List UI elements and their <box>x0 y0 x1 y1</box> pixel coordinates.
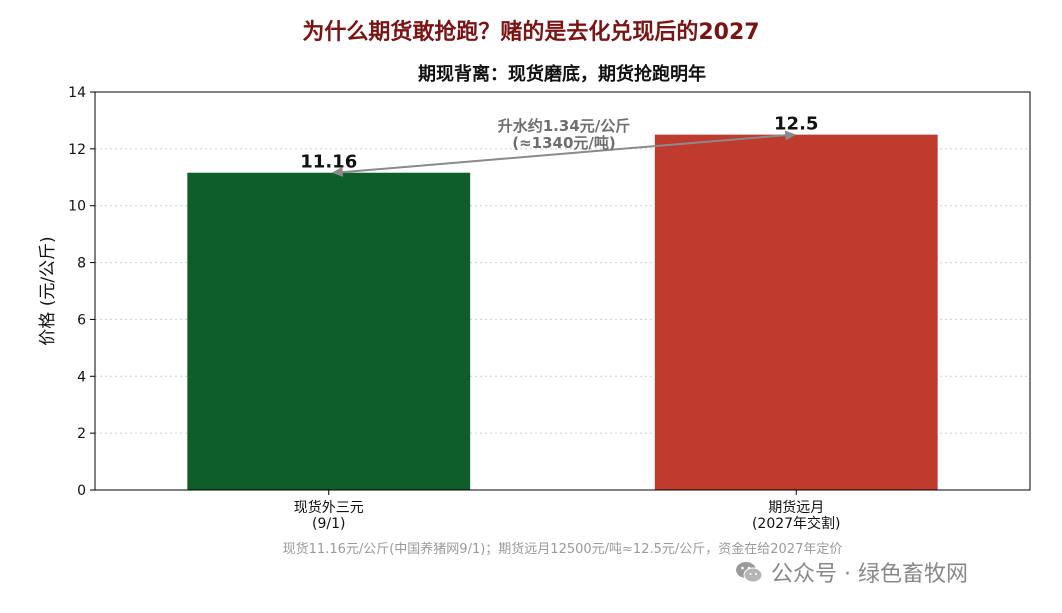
annotation-text: 升水约1.34元/公斤 <box>498 117 631 135</box>
watermark: 公众号 · 绿色畜牧网 <box>735 556 968 588</box>
data-label: 12.5 <box>774 114 818 135</box>
premium-annotation: 升水约1.34元/公斤(≈1340元/吨) <box>331 117 797 177</box>
data-label: 11.16 <box>300 152 357 173</box>
annotation-arrow-line <box>341 134 787 174</box>
y-tick-label: 6 <box>77 312 86 328</box>
value-labels: 11.16 12.5 <box>300 114 818 173</box>
watermark-text: 公众号 · 绿色畜牧网 <box>771 562 968 587</box>
y-tick-label: 0 <box>77 483 86 499</box>
annotation-subtext: (≈1340元/吨) <box>512 134 616 152</box>
y-axis-label: 价格 (元/公斤) <box>38 236 58 345</box>
arrow-head <box>784 130 797 141</box>
chart-title: 期现背离：现货磨底，期货抢跑明年 <box>418 63 706 85</box>
arrow-head <box>331 166 344 177</box>
footnote: 现货11.16元/公斤(中国养猪网9/1)；期货远月12500元/吨≈12.5元… <box>282 542 843 557</box>
page-title: 为什么期货敢抢跑？赌的是去化兑现后的2027 <box>302 20 760 45</box>
y-axis: 0 2 4 6 8 10 12 14 <box>68 85 95 499</box>
y-tick-label: 8 <box>77 256 86 272</box>
x-tick-label: (9/1) <box>312 516 345 532</box>
plot-area-frame <box>94 91 1031 491</box>
x-tick-label: 期货远月 <box>768 499 824 516</box>
x-axis: 现货外三元(9/1) 期货远月(2027年交割) <box>294 490 841 532</box>
x-tick-label: 现货外三元 <box>294 499 364 516</box>
wechat-icon <box>736 562 763 583</box>
y-tick-label: 14 <box>68 85 86 101</box>
y-tick-label: 10 <box>68 199 86 215</box>
x-tick-label: (2027年交割) <box>752 515 841 532</box>
y-tick-label: 4 <box>77 369 86 385</box>
y-tick-label: 2 <box>77 426 86 442</box>
bar <box>654 134 938 490</box>
bars <box>187 134 938 491</box>
y-tick-label: 12 <box>68 142 86 158</box>
bar <box>187 172 471 491</box>
